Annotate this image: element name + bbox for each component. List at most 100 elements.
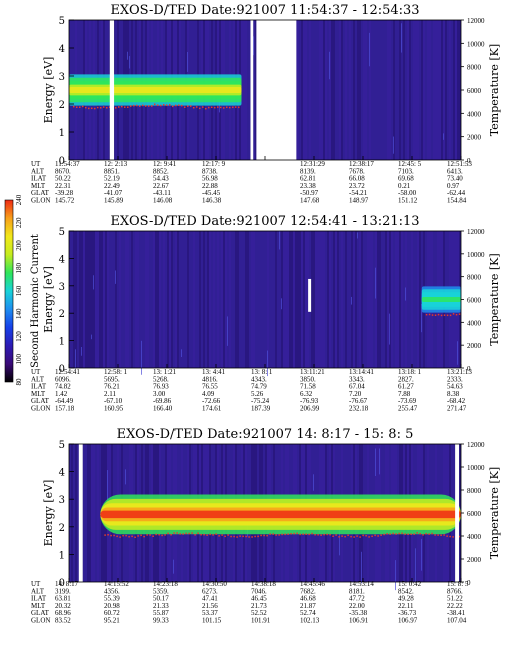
y-tick-label: 5	[59, 440, 65, 451]
table-cell: -41.07	[104, 189, 123, 197]
table-cell: 76.55	[202, 383, 218, 391]
y-tick-label: 0	[59, 578, 65, 589]
table-cell: 68.96	[55, 609, 71, 617]
y-axis-right: 0 2000 4000 6000 8000 10000 12000 Temperature […	[461, 441, 501, 587]
plasma-line-trace	[104, 532, 460, 539]
table-cell: 7103.	[398, 167, 414, 175]
data-gap	[455, 444, 460, 582]
y2-tick-label: 8000	[467, 487, 482, 495]
table-cell: 23.38	[300, 182, 316, 190]
table-row-label: UT	[31, 368, 41, 376]
table-cell: 160.95	[104, 405, 124, 413]
table-cell: 8.38	[447, 390, 460, 398]
table-cell: 6273.	[202, 587, 218, 595]
table-cell: 71.58	[300, 383, 316, 391]
table-cell: 13:11:21	[300, 368, 325, 376]
table-cell: 73.40	[447, 175, 463, 183]
table-cell: 206.99	[300, 405, 320, 413]
table-cell: 13: 8: 1	[251, 368, 273, 376]
spectrogram-panels: EXOS-D/TED Date:921007 11:54:37 - 12:54:…	[31, 3, 501, 625]
table-cell: 7.20	[349, 390, 362, 398]
table-cell: 14:53:14	[349, 580, 374, 588]
table-cell: 49.28	[398, 595, 414, 603]
y2-tick-label: 12000	[467, 441, 485, 449]
table-cell: 47.41	[202, 595, 218, 603]
table-cell: 271.47	[447, 405, 467, 413]
table-cell: 12:38:17	[349, 160, 374, 168]
table-cell: -64.49	[55, 397, 74, 405]
table-cell: -68.42	[447, 397, 466, 405]
table-cell: 101.91	[251, 617, 271, 625]
table-row-label: ALT	[31, 167, 45, 175]
table-row-label: GLON	[31, 617, 50, 625]
table-cell: 148.97	[349, 197, 369, 205]
plasma-line-trace	[425, 313, 461, 317]
colorbar-tick-label: 80	[15, 378, 23, 386]
table-cell: 8852.	[153, 167, 169, 175]
table-cell: 95.21	[104, 617, 120, 625]
table-cell: -62.44	[447, 189, 466, 197]
y-axis-right: 0 2000 4000 6000 8000 10000 12000 Temperature […	[461, 17, 501, 165]
panel-title: EXOS-D/TED Date:921007 12:54:41 - 13:21:…	[110, 214, 419, 229]
table-row-label: GLON	[31, 405, 50, 413]
colorbar-tick-label: 240	[15, 194, 23, 205]
y2-tick-label: 2000	[467, 342, 482, 350]
intensity-band	[100, 494, 462, 535]
table-row-label: MLT	[31, 182, 46, 190]
table-cell: 76.93	[153, 383, 169, 391]
table-cell: -76.67	[349, 397, 368, 405]
table-cell: 14:45:46	[300, 580, 325, 588]
table-cell: 0.21	[398, 182, 411, 190]
table-cell: 52.52	[251, 609, 267, 617]
y-tick-label: 2	[59, 309, 65, 320]
y-tick-label: 4	[59, 468, 65, 479]
table-cell: 0.97	[447, 182, 460, 190]
table-cell: 50.22	[55, 175, 71, 183]
table-cell: 12:51:53	[447, 160, 472, 168]
y-tick-label: 4	[59, 44, 65, 55]
table-cell: 5695.	[104, 375, 120, 383]
table-cell: 22.49	[104, 182, 120, 190]
table-cell: 52.19	[104, 175, 120, 183]
table-cell: 255.47	[398, 405, 418, 413]
table-cell: 54.63	[447, 383, 463, 391]
colorbar-scale	[4, 199, 14, 383]
table-cell: 76.21	[104, 383, 120, 391]
table-cell: 8542.	[398, 587, 414, 595]
table-cell: 55.87	[153, 609, 169, 617]
y2-tick-label: 8000	[467, 274, 482, 282]
table-cell: 5.26	[251, 390, 264, 398]
y-tick-label: 4	[59, 254, 65, 265]
colorbar-tick-label: 120	[15, 331, 23, 342]
table-cell: 47.72	[349, 595, 365, 603]
table-cell: -76.93	[300, 397, 319, 405]
y2-tick-label: 6000	[467, 297, 482, 305]
y2-tick-label: 2000	[467, 134, 482, 142]
table-cell: 14:15:52	[104, 580, 129, 588]
colorbar: 80 100 120 140 160 180 200 220 240 Second Harmoni…	[4, 194, 41, 386]
table-cell: 46.45	[251, 595, 267, 603]
table-cell: 13: 1:21	[153, 368, 177, 376]
table-cell: -36.73	[398, 609, 417, 617]
table-cell: 102.13	[300, 617, 320, 625]
table-cell: 8738.	[202, 167, 218, 175]
table-cell: -75.24	[251, 397, 270, 405]
table-cell: 7682.	[300, 587, 316, 595]
table-row-label: ALT	[31, 375, 45, 383]
table-cell: 46.68	[300, 595, 316, 603]
colorbar-tick-label: 100	[15, 354, 23, 365]
y-tick-label: 1	[59, 337, 65, 348]
table-cell: 20.98	[104, 602, 120, 610]
table-cell: 21.33	[153, 602, 169, 610]
table-cell: 8139.	[300, 167, 316, 175]
y-tick-label: 1	[59, 550, 65, 561]
y2-tick-label: 10000	[467, 464, 485, 472]
y2-axis-label: Temperature [K]	[488, 253, 501, 345]
table-row-label: UT	[31, 160, 41, 168]
y2-tick-label: 4000	[467, 533, 482, 541]
ephemeris-table: UTALTILATMLTGLATGLON11:54:378670.50.2222…	[31, 160, 472, 205]
table-cell: 146.08	[153, 197, 173, 205]
table-row-label: MLT	[31, 390, 46, 398]
